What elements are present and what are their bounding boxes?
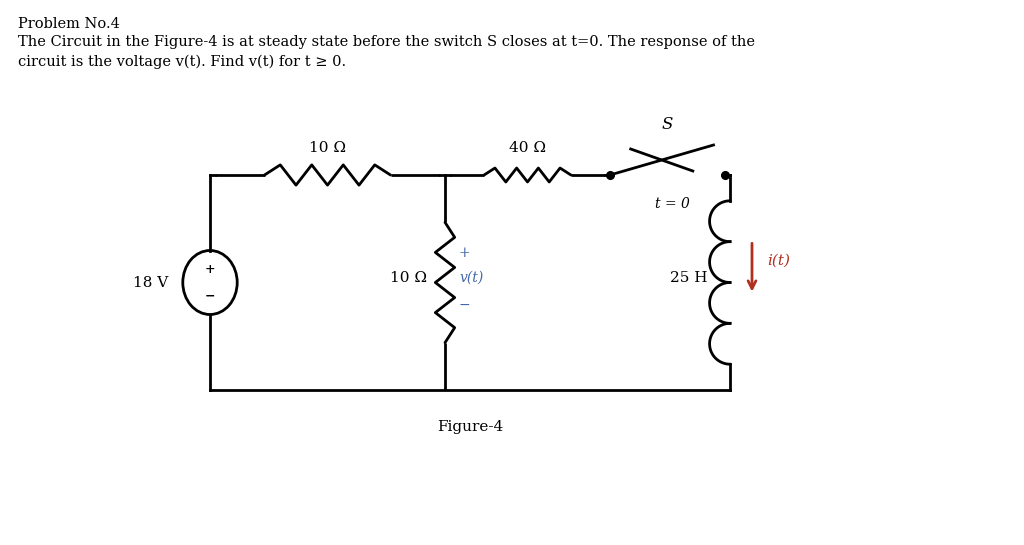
Text: +: + (205, 263, 215, 276)
Text: −: − (459, 298, 471, 312)
Text: The Circuit in the Figure-4 is at steady state before the switch S closes at t=0: The Circuit in the Figure-4 is at steady… (18, 35, 755, 49)
Text: +: + (459, 245, 471, 259)
Text: 40 Ω: 40 Ω (509, 141, 546, 155)
Text: 25 H: 25 H (671, 270, 708, 284)
Text: S: S (662, 116, 673, 133)
Text: t = 0: t = 0 (655, 197, 690, 211)
Text: i(t): i(t) (767, 253, 790, 268)
Text: circuit is the voltage v(t). Find v(t) for t ≥ 0.: circuit is the voltage v(t). Find v(t) f… (18, 55, 346, 69)
Text: 10 Ω: 10 Ω (390, 270, 427, 284)
Text: 18 V: 18 V (133, 276, 168, 289)
Text: v(t): v(t) (459, 270, 483, 284)
Text: −: − (205, 289, 215, 302)
Text: Problem No.4: Problem No.4 (18, 17, 120, 31)
Text: Figure-4: Figure-4 (437, 420, 503, 434)
Text: 10 Ω: 10 Ω (309, 141, 346, 155)
